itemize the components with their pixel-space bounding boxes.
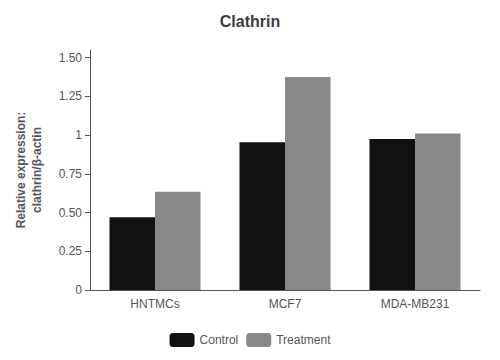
- svg-text:MCF7: MCF7: [269, 297, 302, 311]
- svg-text:HNTMCs: HNTMCs: [130, 297, 179, 311]
- svg-text:Clathrin: Clathrin: [220, 13, 280, 30]
- svg-text:0.75: 0.75: [59, 167, 83, 181]
- svg-text:0: 0: [75, 283, 82, 297]
- svg-text:1: 1: [75, 128, 82, 142]
- svg-text:1.50: 1.50: [59, 51, 83, 65]
- svg-text:0.50: 0.50: [59, 206, 83, 220]
- svg-text:Relative expression:: Relative expression:: [14, 112, 28, 229]
- svg-text:1.25: 1.25: [59, 89, 83, 103]
- svg-text:Treatment: Treatment: [276, 333, 331, 347]
- svg-text:MDA-MB231: MDA-MB231: [381, 297, 450, 311]
- svg-text:clathrin/β-actin: clathrin/β-actin: [30, 127, 44, 213]
- svg-text:0.25: 0.25: [59, 244, 83, 258]
- svg-text:Control: Control: [200, 333, 239, 347]
